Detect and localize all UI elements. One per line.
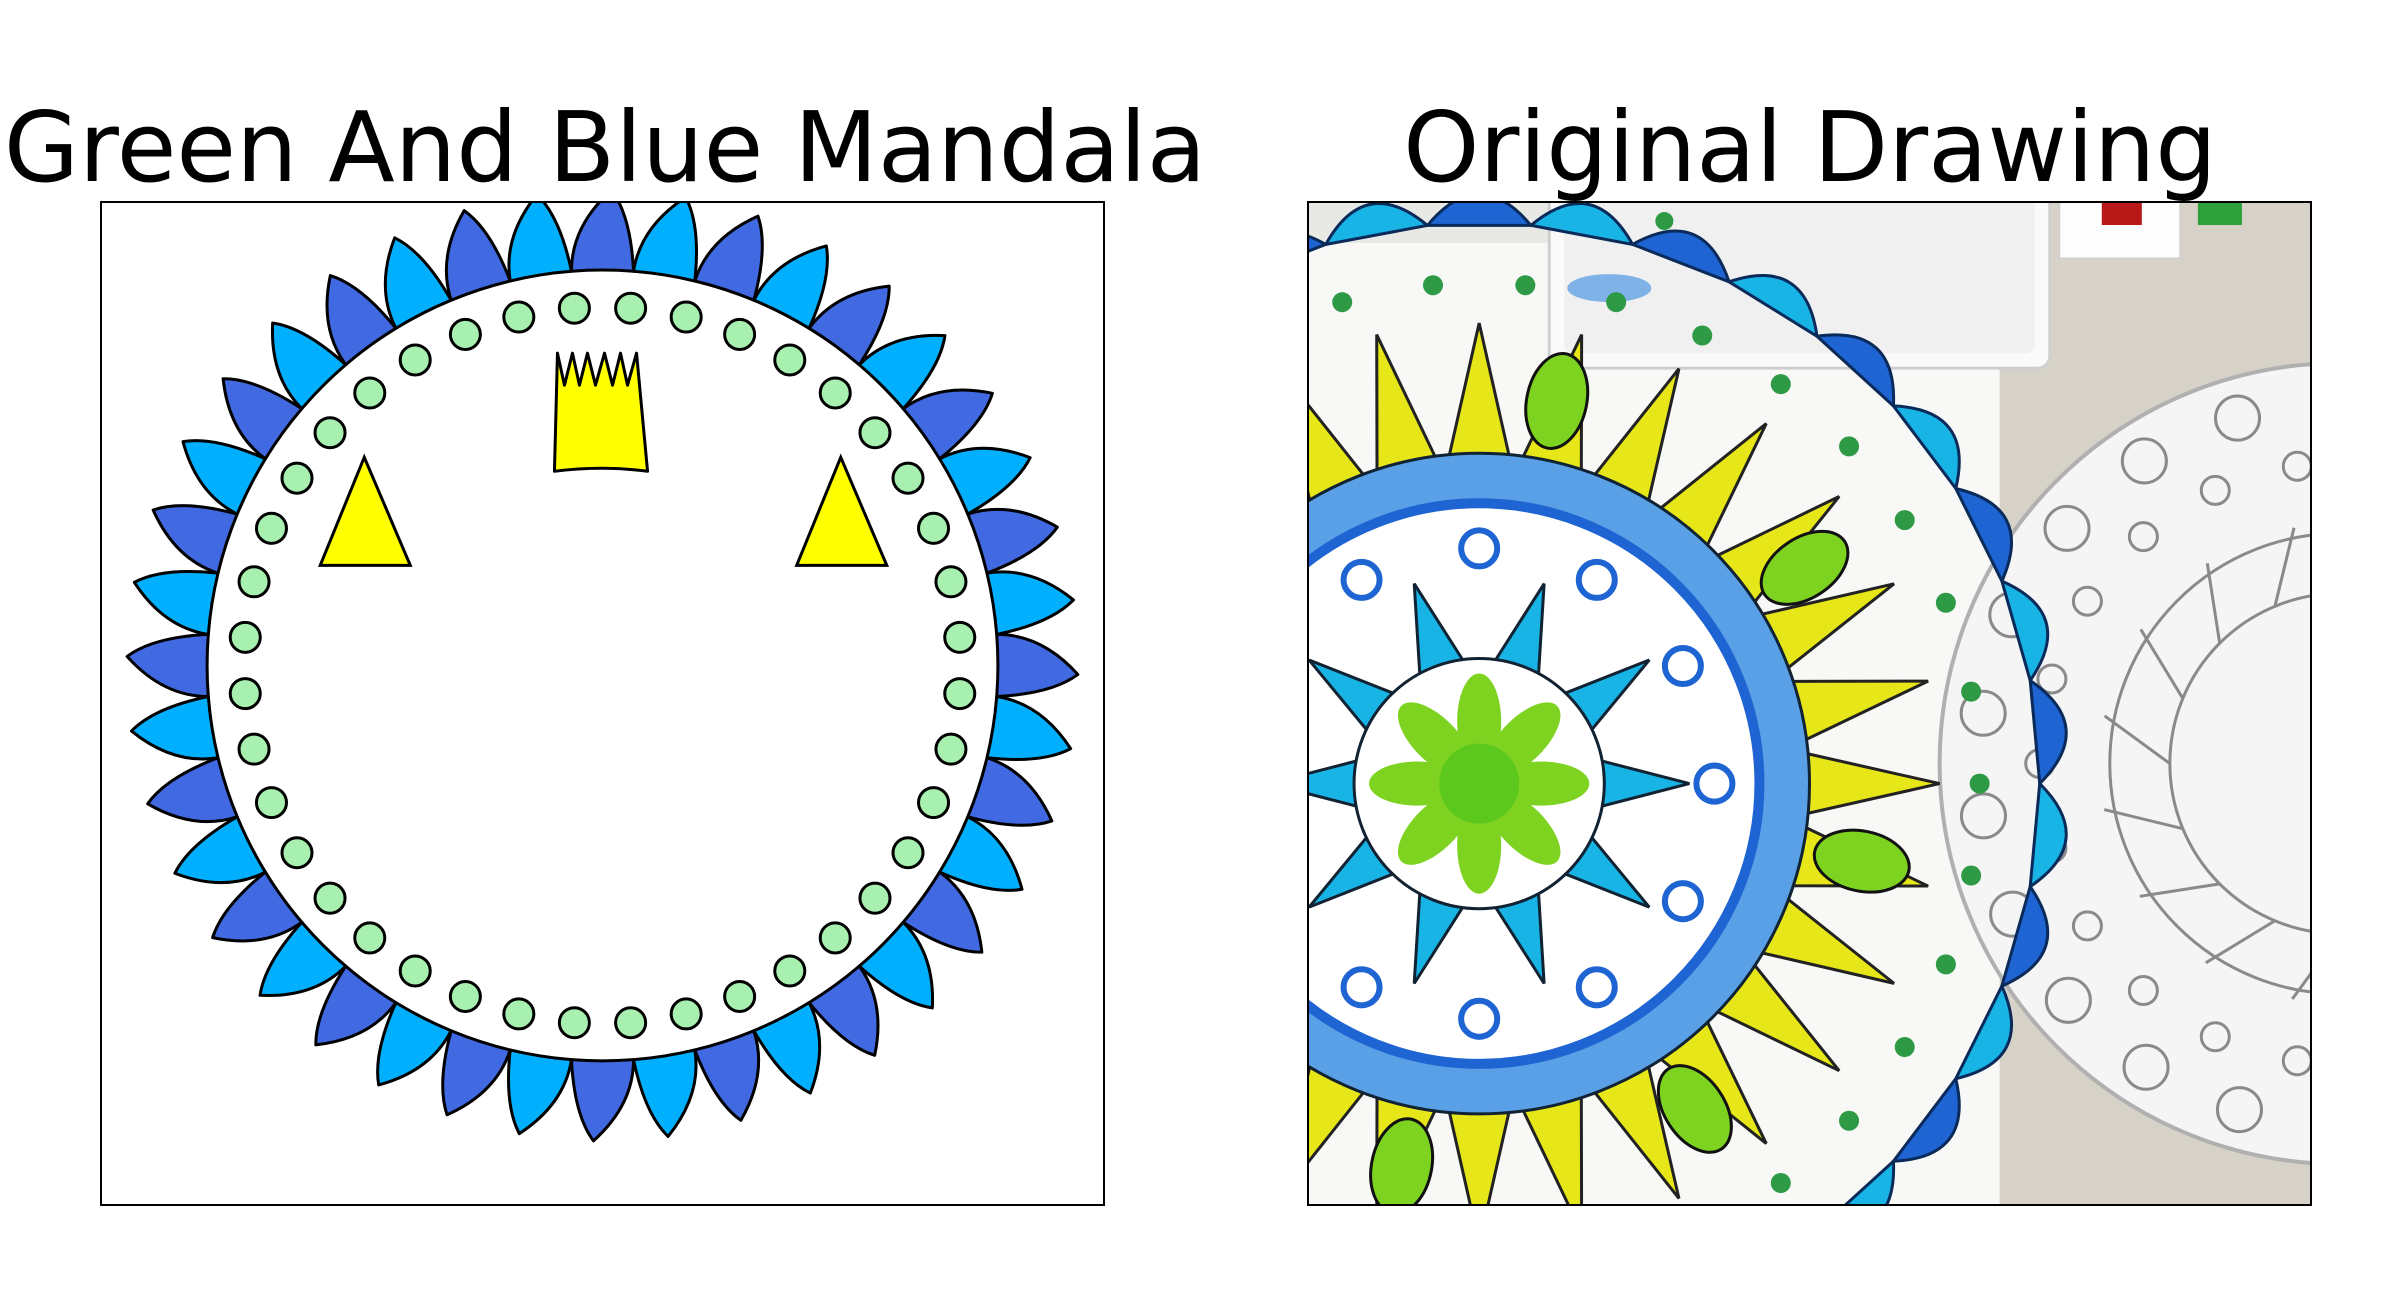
mandala-dot [557,1006,591,1040]
mandala-petal [132,569,220,636]
mandala-petal [569,203,636,273]
mandala-petal [130,694,220,761]
mandala-petal [938,815,1024,892]
mandala-triangle [317,453,413,567]
mandala-dot [858,416,892,450]
mandala-petal [966,507,1059,575]
mandala-dot [280,836,314,870]
right-panel-title: Original Drawing [1403,91,2217,204]
mandala-dot [353,376,387,410]
mandala-petal [632,1048,698,1138]
mandala-dot [773,343,807,377]
mandala-petal [752,1001,822,1095]
mandala-dot [353,921,387,955]
mandala-dot [917,511,951,545]
left-panel-title: Green And Blue Mandala [3,91,1207,204]
mandala-panel [100,201,1105,1206]
mandala-dot [934,732,968,766]
mandala-petal [181,439,267,516]
mandala-dot [818,376,852,410]
mandala-dot [398,343,432,377]
mandala-petal [376,1001,453,1087]
mandala-petal [632,203,698,283]
mandala-dot [943,677,977,711]
original-drawing-photo [1309,203,2310,1204]
mandala-dot [398,954,432,988]
mandala-dot [669,300,703,334]
mandala-dot [773,954,807,988]
mandala-dot [858,881,892,915]
mandala-petal [444,209,512,302]
mandala-dot [818,921,852,955]
mandala-petal [693,214,764,302]
mandala-petal [173,815,267,885]
mandala-dot [448,979,482,1014]
mandala-dot [237,732,271,766]
mandala-petal [693,1029,761,1122]
mandala-dot [723,979,757,1014]
mandala-dot [943,620,977,654]
mandala-petal [383,236,453,330]
mandala-dot [891,461,925,495]
mandala-drawing [125,203,1080,1143]
mandala-dot [614,291,648,325]
mandala-petal [569,1058,636,1143]
mandala-crown [552,351,650,473]
mandala-petal [125,632,210,698]
mandala-dot [723,317,757,351]
mandala-triangle [794,453,890,567]
mandala-petal [752,244,829,330]
mandala-petal [985,570,1075,636]
mandala-petal [151,504,239,575]
mandala-dot [228,677,262,711]
mandala-dot [280,461,314,495]
mandala-petal [995,632,1080,698]
mandala-dot [313,881,347,915]
watercolor-mandala [1309,203,2068,1204]
mandala-dot [502,997,536,1031]
mandala-dot [557,291,591,325]
mandala-petal [985,694,1073,761]
mandala-dot [237,565,271,599]
original-drawing-panel [1307,201,2312,1206]
mandala-dot [891,836,925,870]
mandala-dot [934,565,968,599]
mandala-dot [313,416,347,450]
mandala-petal [507,203,573,283]
mandala-petal [966,756,1054,827]
mandala-dot [228,620,262,654]
mandala-petal [146,756,239,824]
mandala-dot [502,300,536,334]
mandala-dot [669,997,703,1031]
mandala-dot [254,786,288,820]
mandala-petal [441,1029,512,1117]
mandala-dot [614,1006,648,1040]
mandala-petal [938,446,1032,516]
mandala-dot [254,511,288,545]
mandala-dot [448,317,482,351]
mandala-petal [507,1048,573,1136]
mandala-dot [917,786,951,820]
